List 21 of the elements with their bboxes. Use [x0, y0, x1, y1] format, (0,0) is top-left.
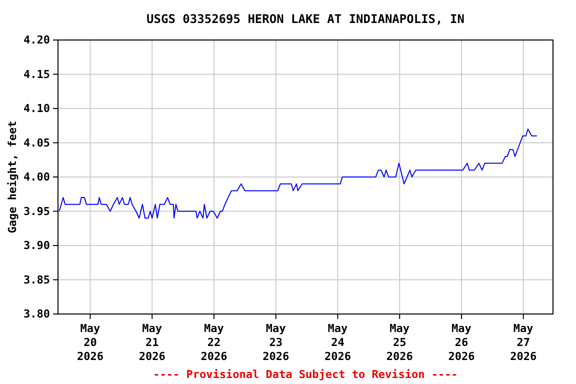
y-tick-label: 4.10	[24, 102, 50, 116]
y-tick-label: 4.05	[24, 136, 50, 150]
y-tick-label: 3.80	[24, 308, 50, 321]
x-tick-label: May 23 2026	[262, 322, 290, 363]
x-tick-label: May 26 2026	[448, 322, 476, 363]
chart-title: USGS 03352695 HERON LAKE AT INDIANAPOLIS, IN	[146, 12, 464, 26]
y-tick-label: 4.00	[24, 170, 50, 184]
x-tick-label: May 27 2026	[510, 322, 537, 363]
x-tick-label: May 21 2026	[138, 322, 166, 363]
text: ---- Provisional Data Subject to Revision ----	[153, 368, 458, 381]
x-tick-label: May 25 2026	[386, 322, 414, 363]
line-series	[58, 128, 538, 219]
x-tick-label: May 20 2026	[76, 322, 104, 363]
y-tick-label: 3.85	[24, 273, 50, 286]
y-axis-title: Gage height, feet	[6, 120, 19, 234]
y-tick-label: 4.15	[24, 68, 50, 81]
y-tick-label: 3.95	[24, 204, 50, 218]
y-tick-label: 3.90	[24, 239, 50, 252]
y-tick-label: 4.20	[24, 34, 50, 47]
x-tick-label: May 24 2026	[324, 322, 352, 363]
x-tick-label: May 22 2026	[200, 322, 228, 363]
